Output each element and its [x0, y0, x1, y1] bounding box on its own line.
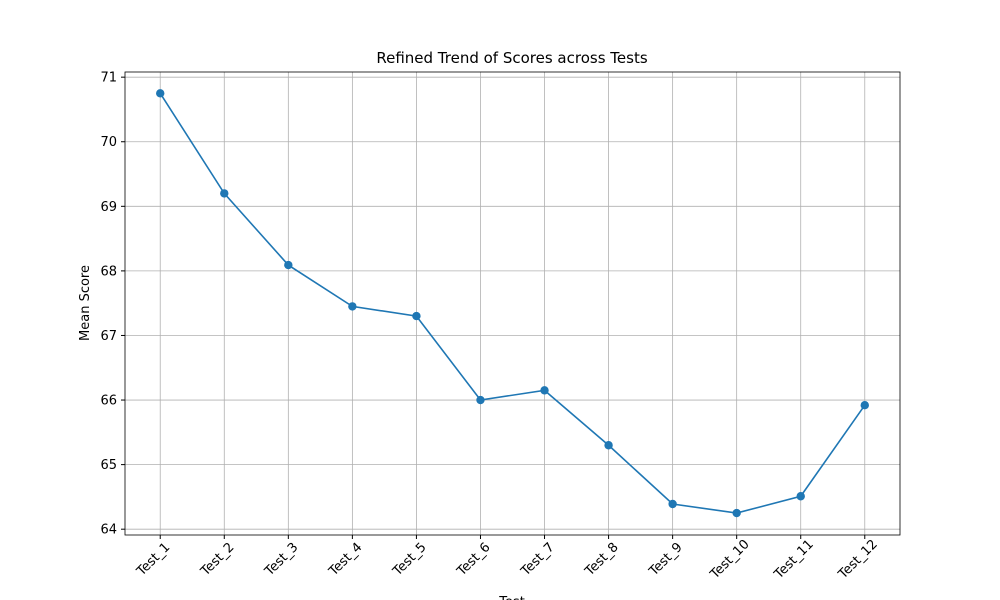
x-tick-label: Test_8 [582, 540, 622, 580]
y-tick-label: 65 [100, 458, 117, 473]
point [540, 386, 549, 395]
x-tick-label: Test_6 [454, 540, 494, 580]
point [668, 499, 677, 509]
x-axis-label: Test [498, 595, 525, 600]
x-tick-label: Test_1 [133, 540, 173, 580]
plot-frame [124, 71, 901, 536]
x-tick-label: Test_10 [707, 537, 753, 583]
y-tick-label: 70 [100, 135, 117, 150]
chart-title: Refined Trend of Scores across Tests [376, 49, 647, 67]
y-axis-label: Mean Score [78, 265, 93, 341]
x-tick-label: Test_9 [646, 540, 686, 580]
point [412, 311, 421, 321]
point [476, 395, 485, 405]
x-tick-label: Test_11 [771, 537, 817, 583]
y-tick-label: 66 [100, 394, 117, 409]
x-tick-label: Test_3 [262, 540, 302, 580]
x-tick-label: Test_5 [390, 540, 430, 580]
point [604, 441, 613, 450]
y-tick-label: 71 [100, 71, 117, 86]
point [284, 260, 293, 270]
x-tick-label: Test_2 [198, 540, 238, 580]
y-tick-label: 64 [100, 523, 117, 538]
point [732, 508, 741, 518]
y-tick-label: 68 [100, 264, 117, 279]
point [220, 189, 229, 198]
point [348, 302, 357, 311]
point [796, 492, 805, 501]
y-tick-label: 67 [100, 329, 117, 344]
y-tick-label: 69 [100, 200, 117, 215]
x-tick-label: Test_4 [326, 540, 366, 580]
point [860, 401, 869, 410]
point [156, 89, 165, 98]
x-tick-label: Test_12 [835, 537, 881, 583]
line [159, 92, 866, 514]
x-tick-label: Test_7 [518, 540, 558, 580]
